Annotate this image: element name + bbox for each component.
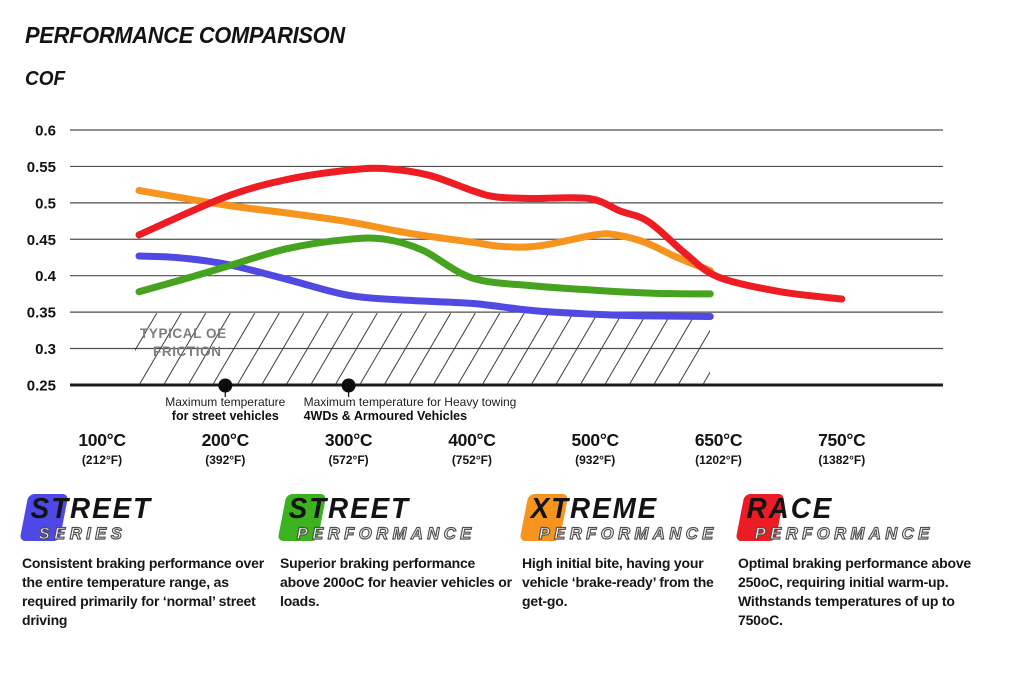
hatch-line [139, 313, 182, 384]
y-axis-title: COF [25, 68, 66, 90]
hatch-line [359, 313, 403, 384]
hatch-line [384, 313, 427, 384]
legend-race-performance: RACE PERFORMANCE Optimal braking perform… [735, 493, 984, 630]
street-performance-line [135, 234, 714, 298]
max-temp-annotation-line1: Maximum temperature for Heavy towing [304, 395, 517, 409]
x-tick-celsius: 400°C [448, 430, 496, 450]
hatch-line [678, 329, 710, 384]
hatch-line [653, 313, 697, 384]
logo-word1: STREET [30, 493, 152, 525]
street-performance-logo: STREET PERFORMANCE [277, 493, 518, 546]
hatch-line [555, 313, 599, 384]
hatch-line [286, 313, 329, 384]
logo-word1: XTREME [530, 493, 659, 525]
oe-friction-label: FRICTION [153, 344, 222, 359]
legend-xtreme-performance: XTREME PERFORMANCE High initial bite, ha… [519, 493, 734, 611]
hatch-line [604, 313, 648, 384]
legend-description: Superior braking performance above 200oC… [280, 555, 512, 609]
x-tick-fahrenheit: (572°F) [329, 453, 369, 467]
cof-temperature-chart: 0.6 0.55 0.5 0.45 0.4 0.35 0.3 0.25 TYPICAL OE FR… [27, 123, 943, 467]
hatch-line [335, 313, 378, 384]
x-tick-celsius: 500°C [572, 430, 620, 450]
x-tick-celsius: 750°C [818, 430, 866, 450]
max-temp-annotation-line1: Maximum temperature [165, 395, 285, 409]
x-tick-celsius: 200°C [202, 430, 250, 450]
hatch-line [188, 313, 231, 384]
y-tick-label: 0.55 [27, 159, 56, 176]
y-tick-label: 0.35 [27, 305, 56, 322]
logo-word2: PERFORMANCE [296, 523, 476, 543]
x-tick-celsius: 300°C [325, 430, 373, 450]
x-tick-fahrenheit: (1202°F) [695, 453, 742, 467]
page-title: PERFORMANCE COMPARISON [25, 22, 345, 48]
y-tick-label: 0.5 [35, 195, 56, 212]
xtreme-performance-line [135, 186, 714, 275]
legend-description: Consistent braking performance over the … [22, 555, 264, 628]
y-tick-label: 0.3 [35, 341, 56, 358]
race-performance-logo: RACE PERFORMANCE [735, 493, 984, 546]
hatch-line [702, 371, 710, 384]
street-series-line [135, 252, 714, 320]
hatch-line [163, 313, 207, 384]
logo-word2: SERIES [38, 523, 127, 543]
max-temp-annotation-line2: for street vehicles [172, 409, 279, 423]
oe-friction-hatch [135, 313, 710, 384]
legend-description: Optimal braking performance above 250oC,… [738, 555, 972, 628]
x-tick-fahrenheit: (752°F) [452, 453, 492, 467]
hatch-line [261, 313, 305, 384]
max-temp-marker-dot [218, 378, 233, 393]
x-tick-fahrenheit: (392°F) [205, 453, 245, 467]
street-series-logo: STREET SERIES [19, 493, 272, 546]
hatch-line [482, 313, 525, 384]
hatch-line [310, 313, 354, 384]
x-tick-celsius: 650°C [695, 430, 743, 450]
hatch-line [580, 313, 623, 384]
hatch-line [408, 313, 452, 384]
y-tick-label: 0.4 [35, 268, 57, 285]
hatch-line [457, 313, 501, 384]
logo-word1: RACE [746, 493, 834, 525]
race-performance-line [135, 164, 846, 303]
hatch-line [212, 313, 256, 384]
x-tick-fahrenheit: (212°F) [82, 453, 122, 467]
hatch-line [135, 313, 158, 352]
max-temp-marker-dot [341, 378, 356, 393]
y-tick-label: 0.6 [35, 123, 56, 140]
legend-street-performance: STREET PERFORMANCE Superior braking perf… [277, 493, 518, 611]
x-tick-fahrenheit: (932°F) [575, 453, 615, 467]
logo-word1: STREET [288, 493, 410, 525]
hatch-line [531, 313, 574, 384]
x-tick-celsius: 100°C [78, 430, 126, 450]
hatch-line [433, 313, 476, 384]
hatch-line [629, 313, 672, 384]
hatch-line [237, 313, 280, 384]
y-tick-label: 0.25 [27, 377, 56, 394]
max-temp-annotation-line2: 4WDs & Armoured Vehicles [304, 409, 468, 423]
x-tick-fahrenheit: (1382°F) [818, 453, 865, 467]
oe-friction-label: TYPICAL OE [140, 326, 227, 341]
logo-word2: PERFORMANCE [538, 523, 718, 543]
y-tick-label: 0.45 [27, 232, 56, 249]
xtreme-performance-logo: XTREME PERFORMANCE [519, 493, 734, 546]
logo-word2: PERFORMANCE [754, 523, 934, 543]
hatch-line [506, 313, 550, 384]
legend-description: High initial bite, having your vehicle ‘… [522, 555, 714, 609]
legend-street-series: STREET SERIES Consistent braking perform… [19, 493, 272, 630]
